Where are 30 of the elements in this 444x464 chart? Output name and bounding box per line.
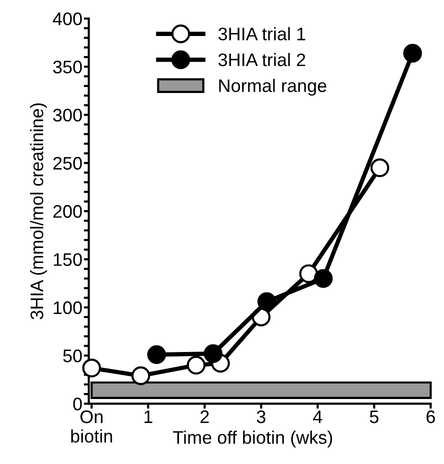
point	[403, 44, 422, 63]
x-tick-label: On biotin	[71, 410, 112, 443]
point	[131, 366, 150, 386]
legend-label: 3HIA trial 1	[218, 27, 306, 40]
point	[314, 269, 333, 288]
point	[370, 158, 390, 178]
y-tick-label: 100	[54, 301, 82, 314]
x-axis-title: Time off biotin (wks)	[173, 430, 332, 448]
point	[186, 356, 206, 375]
point	[257, 292, 276, 311]
x-tick-label: 3	[256, 410, 266, 424]
y-tick-label: 0	[73, 398, 82, 410]
x-tick-label: 2	[200, 410, 209, 424]
x-tick-label: 5	[370, 410, 378, 424]
legend-label: Normal range	[219, 78, 326, 96]
legend-label: 3HIA trial 2	[218, 52, 306, 66]
y-tick-label: 200	[53, 205, 82, 218]
point	[82, 358, 102, 378]
point	[147, 345, 166, 364]
y-tick-label: 250	[53, 156, 82, 170]
point	[204, 344, 222, 363]
x-tick-label: 4	[313, 410, 322, 424]
y-tick-label: 150	[54, 253, 82, 266]
y-tick-label: 350	[53, 60, 82, 74]
x-tick-label: 1	[144, 410, 152, 424]
y-tick-label: 400	[52, 12, 82, 26]
y-tick-label: 50	[63, 349, 82, 362]
y-tick-label: 300	[53, 108, 82, 122]
x-tick-label: 6	[426, 410, 435, 424]
y-axis-title: 3HIA (mmol/mol creatinine)	[30, 103, 47, 320]
